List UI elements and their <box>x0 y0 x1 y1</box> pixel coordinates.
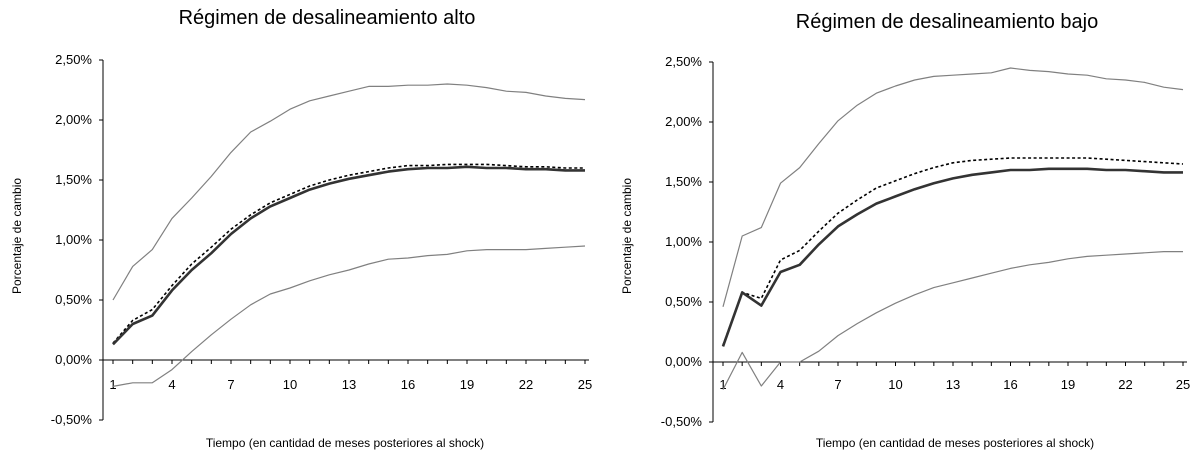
series-line-bold-solid <box>721 167 1183 347</box>
y-tick-label: 1,00% <box>665 234 702 249</box>
x-tick-label: 7 <box>834 377 841 392</box>
x-tick-label: 13 <box>342 377 356 392</box>
y-tick-label: 1,50% <box>55 172 92 187</box>
series-line-lower-band <box>112 245 586 387</box>
y-tick-label: -0,50% <box>661 414 703 429</box>
x-tick-label: 19 <box>460 377 474 392</box>
y-tick-label: 0,50% <box>55 292 92 307</box>
x-tick-label: 1 <box>109 377 116 392</box>
y-tick-label: 2,00% <box>55 112 92 127</box>
y-axis-label: Porcentaje de cambio <box>10 178 24 294</box>
y-tick-label: 1,50% <box>665 174 702 189</box>
y-tick-label: 0,50% <box>665 294 702 309</box>
y-tick-label: -0,50% <box>51 412 93 427</box>
x-tick-label: 13 <box>946 377 960 392</box>
chart-title: Régimen de desalineamiento bajo <box>796 11 1098 33</box>
x-tick-label: 22 <box>1118 377 1132 392</box>
chart-panel-alto: Régimen de desalineamiento alto -0,50% 0,0… <box>10 7 592 450</box>
series-line-lower-band <box>722 251 1183 390</box>
x-axis-label: Tiempo (en cantidad de meses posteriores… <box>206 436 484 450</box>
series-line-dotted <box>112 163 585 344</box>
y-tick-label: 0,00% <box>55 352 92 367</box>
x-tick-label: 25 <box>578 377 592 392</box>
y-tick-label: 0,00% <box>665 354 702 369</box>
x-tick-label: 22 <box>519 377 533 392</box>
y-tick-label: 2,50% <box>665 54 702 69</box>
series-line-upper-band <box>722 67 1184 307</box>
y-tick-label: 2,00% <box>665 114 702 129</box>
x-axis-label: Tiempo (en cantidad de meses posteriores… <box>816 436 1094 450</box>
x-tick-label: 7 <box>227 377 234 392</box>
chart-panel-bajo: Régimen de desalineamiento bajo -0,50% 0,0… <box>620 11 1190 450</box>
y-axis-label: Porcentaje de cambio <box>620 178 634 294</box>
y-tick-label: 1,00% <box>55 232 92 247</box>
x-tick-label: 25 <box>1176 377 1190 392</box>
x-tick-label: 1 <box>719 377 726 392</box>
series-line-dotted <box>722 157 1184 346</box>
x-tick-label: 16 <box>401 377 415 392</box>
series-line-upper-band <box>112 83 586 301</box>
x-tick-label: 4 <box>168 377 175 392</box>
x-tick-label: 19 <box>1061 377 1075 392</box>
series-line-bold-solid <box>112 165 585 346</box>
chart-title: Régimen de desalineamiento alto <box>179 7 476 29</box>
x-tick-label: 10 <box>283 377 297 392</box>
x-tick-label: 10 <box>888 377 902 392</box>
x-tick-label: 16 <box>1003 377 1017 392</box>
y-tick-label: 2,50% <box>55 52 92 67</box>
x-tick-label: 4 <box>777 377 784 392</box>
